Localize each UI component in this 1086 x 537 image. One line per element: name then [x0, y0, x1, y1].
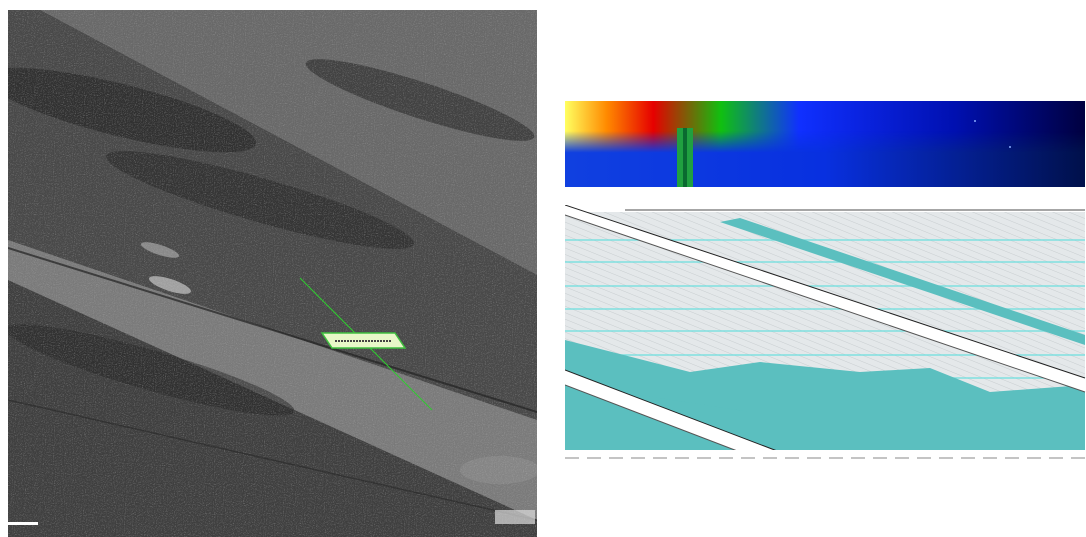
track-diagram — [565, 205, 1086, 475]
sonar-image — [0, 10, 540, 537]
page: {} — [0, 0, 1086, 537]
viewer — [0, 0, 1086, 537]
heatmap — [565, 101, 1085, 187]
